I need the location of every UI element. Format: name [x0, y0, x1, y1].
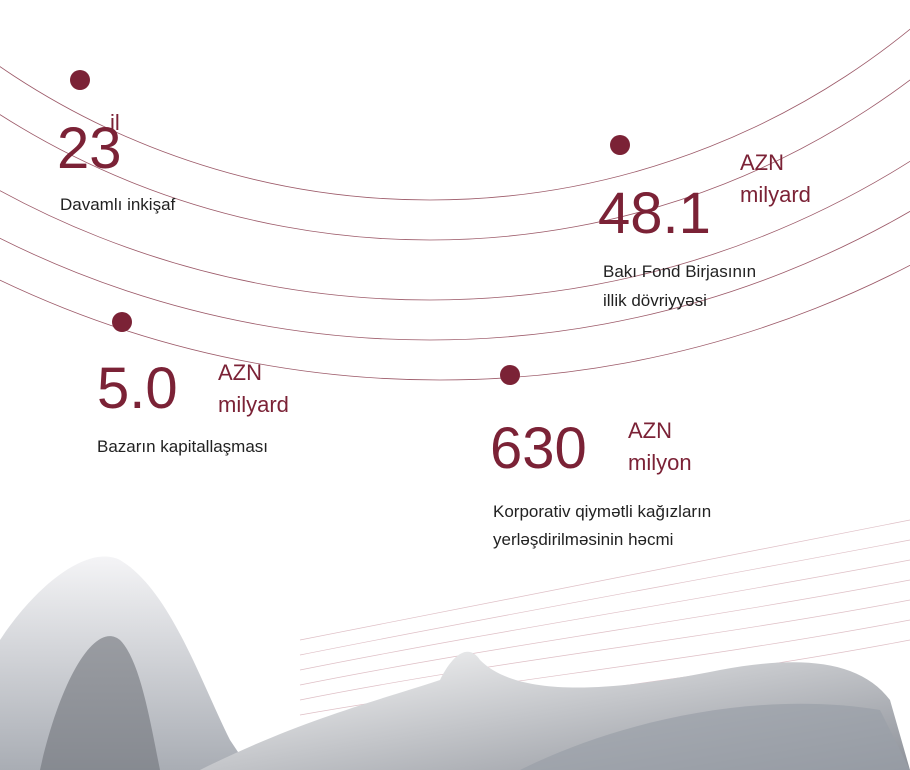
stat-value: 5.0 — [97, 360, 178, 418]
stat-value: 630 — [490, 420, 587, 478]
stat-label: Davamlı inkişaf — [60, 196, 175, 213]
stat-unit: AZN — [218, 362, 262, 384]
stat-unit: AZN — [740, 152, 784, 174]
stat-unit: il — [110, 112, 120, 134]
stat-label: Korporativ qiymətli kağızların — [493, 503, 711, 520]
stat-unit: milyon — [628, 452, 692, 474]
dot — [70, 70, 90, 90]
stat-unit: milyard — [740, 184, 811, 206]
stat-unit: AZN — [628, 420, 672, 442]
building — [0, 557, 910, 770]
stat-label: Bazarın kapitallaşması — [97, 438, 268, 455]
dot — [500, 365, 520, 385]
stat-label: yerləşdirilməsinin həcmi — [493, 531, 673, 548]
stat-value: 48.1 — [598, 185, 711, 243]
stat-unit: milyard — [218, 394, 289, 416]
dot — [112, 312, 132, 332]
dot — [610, 135, 630, 155]
stat-label: illik dövriyyəsi — [603, 292, 707, 309]
stat-label: Bakı Fond Birjasının — [603, 263, 756, 280]
infographic: 23 il Davamlı inkişaf 48.1 AZN milyard B… — [0, 0, 910, 770]
